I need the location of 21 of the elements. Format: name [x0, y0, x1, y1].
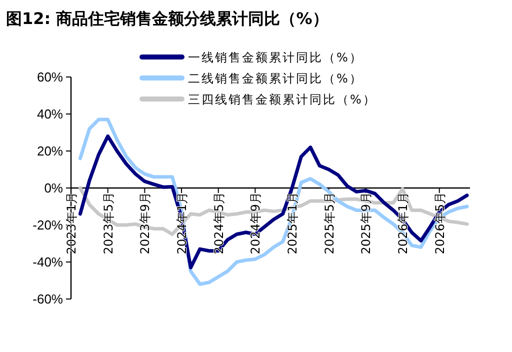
y-tick-label: -40%	[32, 254, 64, 270]
x-tick-label: 2026年1月	[396, 192, 410, 254]
chart-title: 图12: 商品住宅销售金额分线累计同比（%）	[6, 9, 328, 28]
y-tick-label: 20%	[36, 144, 64, 158]
y-tick-label: 60%	[36, 70, 64, 84]
x-tick-label: 2026年5月	[432, 192, 447, 254]
x-tick-label: 2025年9月	[359, 192, 374, 254]
y-tick-label: 40%	[36, 106, 64, 122]
y-tick-label: -20%	[32, 218, 64, 232]
y-tick-label: -60%	[32, 292, 64, 306]
x-tick-label: 2024年1月	[175, 192, 190, 254]
x-tick-label: 2024年9月	[248, 192, 263, 254]
legend-label: 三四线销售金额累计同比（%）	[188, 92, 376, 106]
x-tick-label: 2025年5月	[322, 192, 336, 254]
legend-label: 二线销售金额累计同比（%）	[188, 72, 363, 86]
legend-label: 一线销售金额累计同比（%）	[188, 50, 363, 64]
x-tick-label: 2023年9月	[138, 192, 152, 254]
y-tick-label: 0%	[44, 180, 64, 196]
x-tick-label: 2023年5月	[101, 192, 116, 254]
x-tick-label: 2024年5月	[212, 192, 226, 254]
x-tick-label: 2025年1月	[286, 192, 300, 254]
